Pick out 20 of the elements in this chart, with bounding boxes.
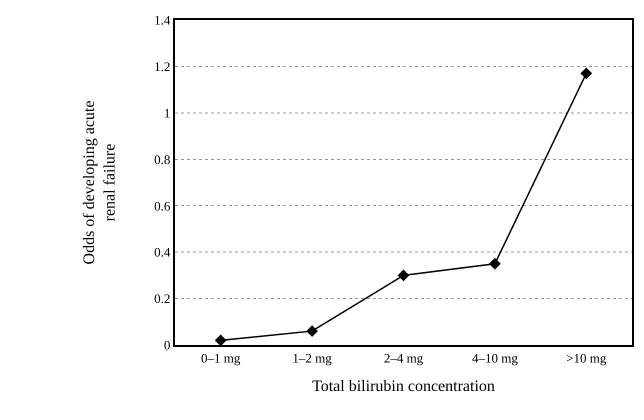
point xyxy=(580,68,592,80)
y-tick-label: 1 xyxy=(164,105,170,120)
y-tick-label: 1.4 xyxy=(154,12,171,28)
y-tick-label: 0.2 xyxy=(154,291,170,306)
x-axis-title: Total bilirubin concentration xyxy=(312,378,495,395)
x-tick-label: 1–2 mg xyxy=(292,350,332,366)
y-axis-title: Odds of developing acute renal failure xyxy=(80,100,119,264)
y-tick-label: 0 xyxy=(164,338,170,353)
x-tick-label: 4–10 mg xyxy=(472,350,518,366)
point xyxy=(489,258,501,270)
x-tick-label: 0–1 mg xyxy=(201,350,241,366)
point xyxy=(306,325,318,337)
x-tick-label: >10 mg xyxy=(566,350,607,366)
y-tick-label: 0.8 xyxy=(154,152,170,167)
point xyxy=(398,270,410,282)
y-tick-label: 0.6 xyxy=(154,198,171,214)
point xyxy=(214,334,227,345)
x-tick-label: 2–4 mg xyxy=(384,350,424,366)
y-tick-label: 0.4 xyxy=(154,244,171,260)
y-tick-label: 1.2 xyxy=(154,58,170,74)
